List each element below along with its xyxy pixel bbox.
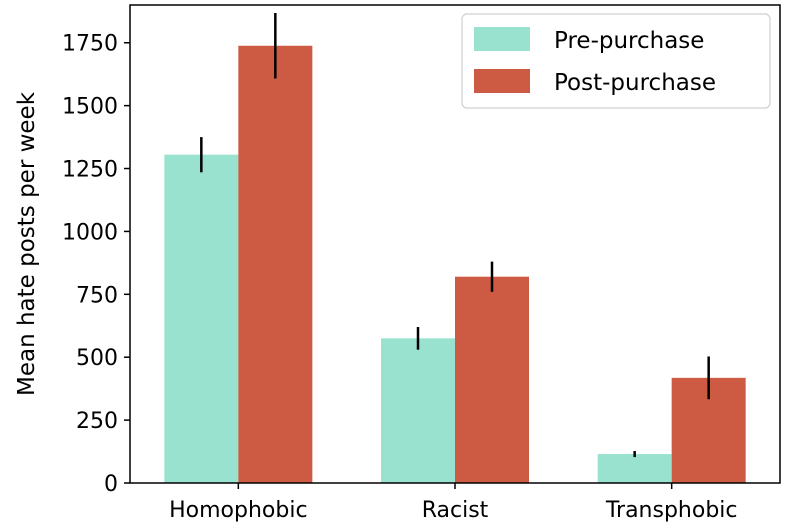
error-bars-layer	[200, 13, 710, 458]
plot-frame	[129, 4, 781, 484]
bars-layer	[164, 45, 746, 484]
legend-swatch-pre-purchase	[474, 27, 530, 51]
y-tick-label: 0	[104, 472, 118, 497]
y-tick-label: 1000	[62, 220, 118, 245]
bar-transphobic-pre-purchase	[597, 454, 672, 483]
y-tick-label: 1250	[62, 158, 118, 183]
bar-racist-post-purchase	[455, 276, 529, 483]
y-tick-label: 750	[76, 283, 118, 308]
y-tick-label: 1750	[62, 32, 118, 57]
y-axis-title: Mean hate posts per week	[14, 91, 40, 396]
axes-layer: Homophobic Racist Transphobic 0 250 500 750 100…	[62, 4, 781, 523]
bar-homophobic-pre-purchase	[164, 154, 239, 484]
legend-label-post-purchase: Post-purchase	[554, 70, 716, 96]
legend-label-pre-purchase: Pre-purchase	[554, 28, 704, 54]
bar-racist-pre-purchase	[381, 338, 455, 483]
x-tick-label-racist: Racist	[422, 498, 489, 523]
legend-box	[461, 13, 771, 109]
y-tick-label: 1500	[62, 95, 118, 120]
y-tick-label: 250	[76, 409, 118, 434]
legend-swatch-post-purchase	[474, 69, 530, 93]
x-tick-label-homophobic: Homophobic	[169, 498, 307, 523]
x-tick-label-transphobic: Transphobic	[605, 498, 738, 523]
legend: Pre-purchase Post-purchase	[461, 13, 771, 109]
bar-homophobic-post-purchase	[238, 45, 313, 483]
y-tick-label: 500	[76, 346, 118, 371]
